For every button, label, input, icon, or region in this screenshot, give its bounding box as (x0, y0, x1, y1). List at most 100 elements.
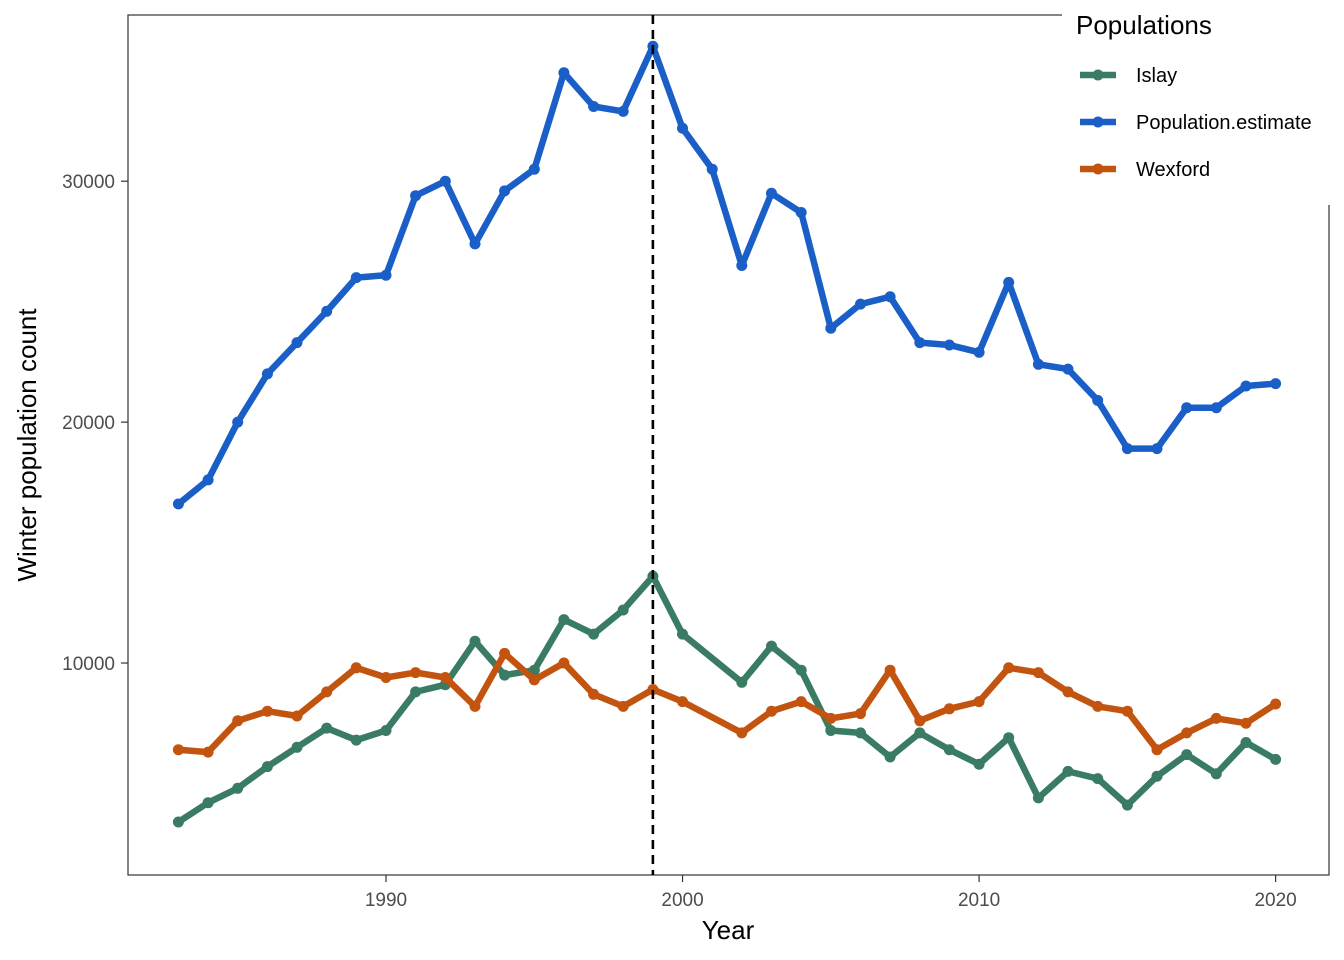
x-tick-label: 2010 (958, 890, 1000, 911)
data-point-islay (1240, 737, 1252, 748)
data-point-population-estimate (1062, 363, 1074, 375)
data-point-islay (558, 614, 570, 626)
data-point-population-estimate (380, 269, 392, 281)
data-point-wexford (825, 712, 837, 724)
data-point-population-estimate (1121, 443, 1133, 455)
data-point-population-estimate (350, 272, 362, 284)
data-point-wexford (410, 667, 422, 679)
data-point-population-estimate (1151, 443, 1163, 455)
data-point-islay (1151, 770, 1163, 782)
data-point-islay (1181, 749, 1193, 761)
data-point-islay (321, 722, 333, 734)
data-point-islay (1270, 753, 1282, 765)
data-point-wexford (321, 686, 333, 698)
data-point-wexford (677, 696, 688, 708)
data-point-wexford (1032, 667, 1044, 679)
data-point-islay (1210, 768, 1222, 780)
data-point-population-estimate (617, 105, 629, 117)
data-point-wexford (232, 715, 244, 727)
data-point-islay (855, 727, 866, 739)
legend-label-islay: Islay (1136, 65, 1177, 87)
data-point-islay (973, 758, 985, 770)
data-point-wexford (469, 700, 481, 712)
data-point-population-estimate (291, 337, 303, 349)
data-point-population-estimate (736, 260, 748, 271)
legend-label-population-estimate: Population.estimate (1136, 112, 1312, 134)
data-point-population-estimate (943, 339, 955, 351)
legend-title: Populations (1076, 10, 1212, 40)
x-tick-label: 2000 (661, 890, 703, 911)
data-point-islay (261, 761, 273, 773)
data-point-islay (1032, 792, 1044, 804)
data-point-population-estimate (1181, 402, 1193, 414)
data-point-wexford (1151, 744, 1163, 756)
data-point-islay (172, 816, 184, 828)
data-point-wexford (647, 684, 659, 695)
data-point-population-estimate (1210, 402, 1222, 414)
data-point-wexford (914, 715, 926, 727)
data-point-islay (350, 734, 362, 746)
data-point-islay (1003, 732, 1015, 744)
data-point-islay (291, 741, 303, 753)
x-tick-label: 2020 (1254, 890, 1296, 911)
data-point-wexford (1240, 717, 1252, 729)
data-point-islay (410, 686, 422, 698)
data-point-wexford (439, 672, 451, 683)
data-point-wexford (1092, 700, 1104, 712)
data-point-wexford (558, 657, 570, 669)
data-point-wexford (1121, 705, 1133, 717)
data-point-population-estimate (261, 368, 273, 380)
data-point-wexford (736, 727, 748, 739)
legend: Populations Islay Population.estimate Wexf… (1062, 0, 1344, 205)
data-point-population-estimate (973, 346, 985, 358)
data-point-population-estimate (439, 175, 451, 187)
y-tick-label: 30000 (62, 172, 115, 193)
data-point-wexford (172, 744, 184, 756)
data-point-population-estimate (1003, 276, 1015, 288)
data-point-islay (499, 669, 511, 681)
x-tick-label: 1990 (365, 890, 407, 911)
data-point-population-estimate (855, 298, 866, 310)
data-point-wexford (617, 700, 629, 712)
legend-key-point-islay (1092, 69, 1104, 81)
data-point-islay (380, 725, 392, 736)
data-point-population-estimate (588, 101, 600, 112)
y-tick-label: 20000 (62, 413, 115, 434)
data-point-islay (766, 640, 777, 652)
data-point-wexford (943, 703, 955, 715)
data-point-population-estimate (766, 187, 777, 199)
data-point-population-estimate (469, 238, 481, 250)
data-point-population-estimate (825, 322, 837, 334)
data-point-population-estimate (677, 122, 688, 134)
legend-label-wexford: Wexford (1136, 159, 1210, 181)
data-point-population-estimate (884, 291, 896, 303)
data-point-islay (736, 676, 748, 688)
data-point-population-estimate (1240, 380, 1252, 392)
data-point-wexford (884, 664, 896, 676)
data-point-population-estimate (795, 207, 807, 218)
data-point-wexford (380, 672, 392, 683)
data-point-population-estimate (914, 337, 926, 349)
data-point-population-estimate (410, 190, 422, 202)
data-point-islay (795, 664, 807, 676)
data-point-wexford (1210, 712, 1222, 724)
data-point-wexford (291, 710, 303, 722)
data-point-islay (617, 604, 629, 616)
data-point-islay (1062, 765, 1074, 777)
x-axis-title: Year (702, 915, 755, 945)
data-point-wexford (1181, 727, 1193, 739)
x-axis: 1990 2000 2010 2020 (365, 875, 1297, 911)
data-point-islay (469, 635, 481, 647)
data-point-wexford (1270, 698, 1282, 710)
data-point-wexford (855, 708, 866, 720)
data-point-islay (884, 751, 896, 763)
data-point-wexford (261, 705, 273, 717)
data-point-islay (825, 725, 837, 736)
chart-marks (172, 40, 1282, 828)
y-axis: 10000 20000 30000 (62, 172, 128, 675)
data-point-islay (1092, 773, 1104, 785)
data-point-islay (914, 727, 926, 739)
data-point-wexford (202, 746, 214, 758)
data-point-population-estimate (232, 416, 244, 428)
